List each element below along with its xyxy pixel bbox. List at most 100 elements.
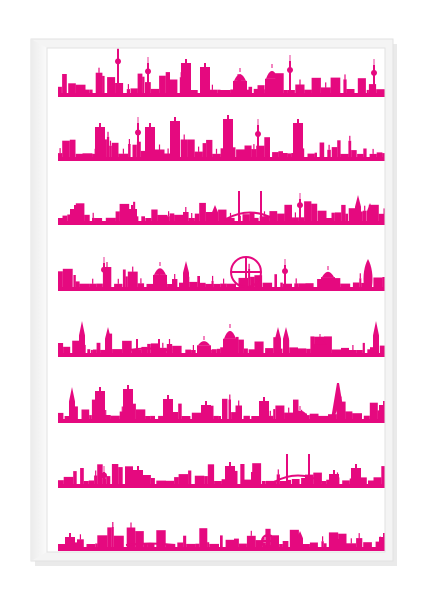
skyline-building <box>267 415 274 419</box>
skyline-building <box>191 213 193 218</box>
skyline-highrise <box>163 399 173 419</box>
skyline-building <box>180 139 188 157</box>
skyline-building <box>232 147 236 157</box>
skyline-building <box>183 134 185 140</box>
skyline-dome <box>322 271 334 278</box>
skyline-highrise <box>383 401 385 405</box>
skyline-building <box>141 346 148 353</box>
skyline-building <box>382 153 385 157</box>
skyline-building <box>128 144 131 157</box>
skyline-row-hamburg <box>58 191 385 225</box>
skyline-building <box>191 412 202 419</box>
skyline-building <box>150 478 155 484</box>
skyline-building <box>254 217 259 221</box>
skyline-dome <box>294 410 306 414</box>
skyline-bridge-pylon <box>238 191 240 221</box>
skyline-building <box>226 217 235 221</box>
skyline-building <box>291 479 300 484</box>
skyline-building <box>130 88 138 93</box>
skyline-building <box>382 277 385 287</box>
skyline-building <box>236 149 245 157</box>
skyline-building <box>80 468 84 484</box>
skyline-building <box>287 90 295 93</box>
skyline-building <box>85 89 90 93</box>
skyline-building <box>250 276 255 287</box>
skyline-building <box>275 405 285 419</box>
skyline-building <box>188 218 195 221</box>
skyline-highrise <box>185 59 187 63</box>
skyline-tower <box>103 466 105 472</box>
skyline-dome <box>159 262 161 266</box>
skyline-highrise <box>131 205 133 209</box>
skyline-building <box>68 83 76 93</box>
skyline-building <box>185 207 187 212</box>
skyline-building <box>235 336 239 353</box>
skyline-building <box>145 218 152 221</box>
skyline-dome <box>314 339 326 345</box>
skyline-spire <box>79 321 85 353</box>
skyline-building <box>216 348 221 353</box>
skyline-building <box>337 140 341 157</box>
skyline-building <box>154 149 165 157</box>
skyline-tower <box>103 263 105 287</box>
skyline-highrise <box>99 123 101 127</box>
skyline-building <box>238 400 240 406</box>
skyline-building <box>95 543 98 547</box>
skyline-building <box>172 345 182 353</box>
skyline-building <box>340 153 349 157</box>
skyline-building <box>162 342 164 348</box>
skyline-building <box>250 530 252 536</box>
skyline-highrise <box>123 389 133 419</box>
skyline-building <box>234 538 239 547</box>
skyline-building <box>158 415 164 419</box>
skyline-building <box>183 535 187 547</box>
skyline-building <box>75 281 80 287</box>
skyline-spire <box>297 531 303 547</box>
skyline-building <box>62 215 68 221</box>
skyline-building <box>244 145 252 157</box>
skyline-building <box>215 148 218 154</box>
skyline-building <box>177 542 184 547</box>
skyline-spire <box>105 327 111 353</box>
skyline-building <box>265 348 274 353</box>
skyline-domed-building <box>313 344 327 353</box>
skyline-building <box>346 89 355 93</box>
skyline-building <box>96 342 101 353</box>
skyline-building <box>359 273 361 279</box>
skyline-building <box>317 210 327 221</box>
skyline-building <box>338 533 347 547</box>
skyline-ground <box>58 221 385 225</box>
skyline-building <box>359 278 362 287</box>
skyline-dome <box>327 266 329 270</box>
skyline-highrise <box>379 537 385 547</box>
skyline-building <box>340 283 351 287</box>
skyline-building <box>320 87 331 93</box>
skyline-dome <box>239 68 241 72</box>
skyline-building <box>62 74 67 93</box>
skyline-row-cut-off-bottom <box>58 522 385 551</box>
skyline-highrise <box>329 539 339 547</box>
skyline-building <box>96 283 103 287</box>
skyline-building <box>277 213 285 221</box>
skyline-bridge <box>225 211 275 220</box>
skyline-building <box>368 480 374 484</box>
skyline-tower <box>147 63 149 93</box>
skyline-building <box>105 217 116 221</box>
skyline-building <box>238 277 249 287</box>
skyline-building <box>197 276 200 287</box>
skyline-building <box>199 202 206 221</box>
skyline-building <box>113 535 124 547</box>
skyline-building <box>298 217 305 221</box>
skyline-building <box>321 481 327 484</box>
skyline-highrise <box>263 397 265 401</box>
skyline-domed-building <box>293 413 307 419</box>
skyline-tower <box>373 65 375 93</box>
skyline-building <box>127 84 129 90</box>
skyline-building <box>256 145 265 157</box>
skyline-building <box>330 77 341 93</box>
skyline-bridge-pylon <box>138 537 140 547</box>
skyline-building <box>128 139 130 144</box>
skyline-building <box>211 84 213 90</box>
skyline-bridge-pylon <box>136 339 138 353</box>
skyline-building <box>278 151 283 157</box>
